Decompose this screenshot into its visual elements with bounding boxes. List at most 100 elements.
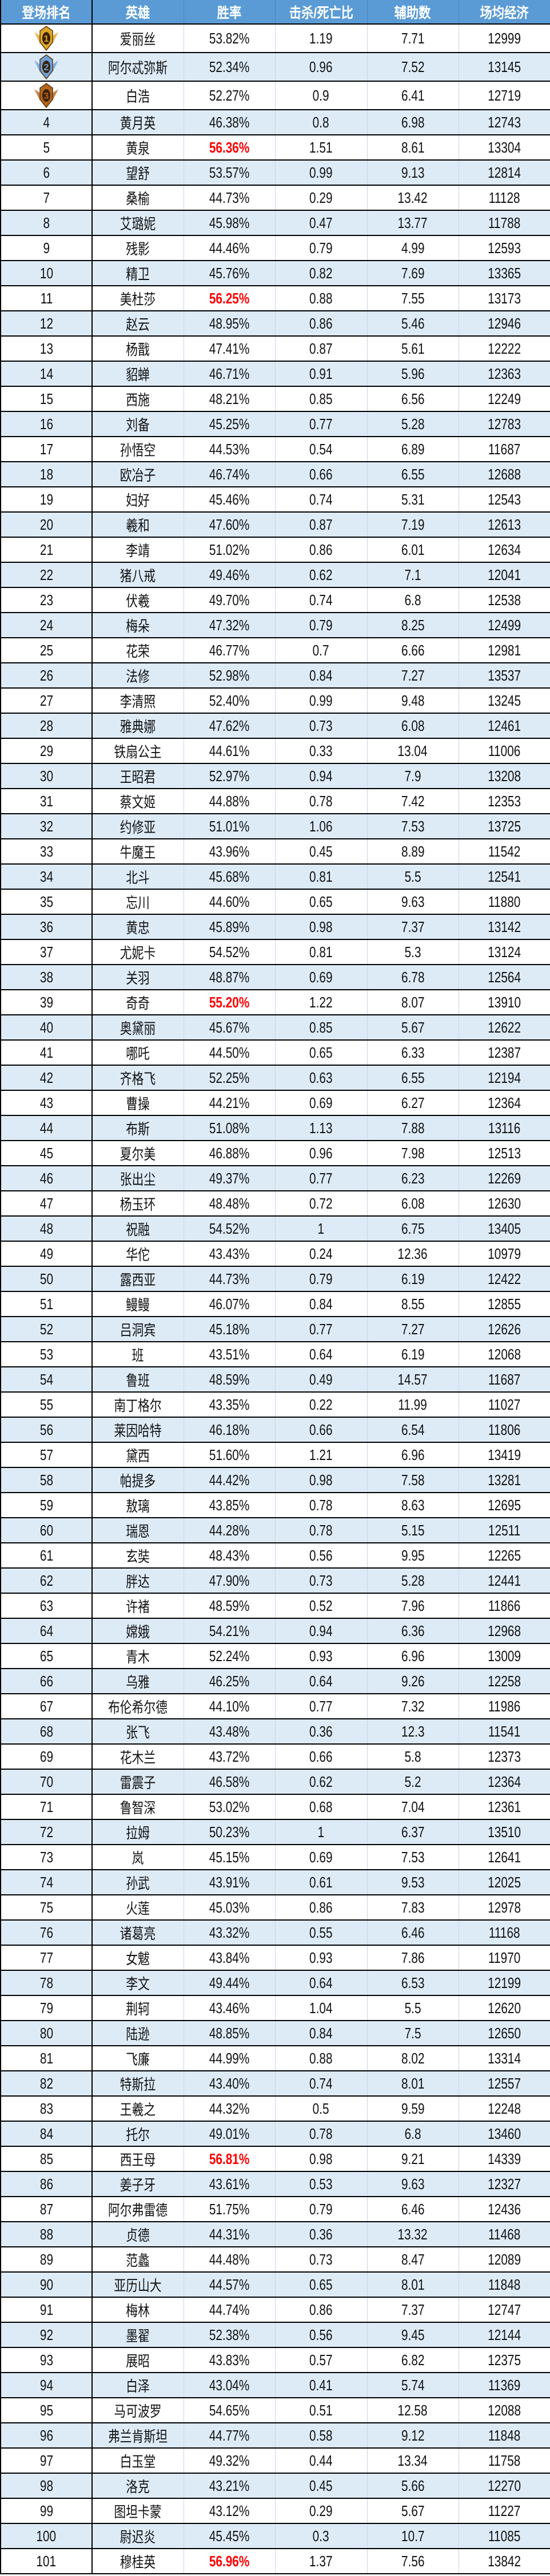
win-rate-cell: 51.75% — [184, 2197, 276, 2222]
kda-cell: 0.78 — [275, 1493, 368, 1518]
economy-text: 13009 — [488, 1647, 521, 1665]
rank-text: 14 — [39, 365, 53, 382]
economy-cell: 12557 — [459, 2071, 550, 2097]
economy-cell: 12622 — [459, 1015, 550, 1041]
table-row: 49 华佗 43.43% 0.24 12.36 10979 — [0, 1241, 550, 1267]
assists-cell: 7.86 — [367, 1945, 459, 1971]
assists-cell: 13.42 — [367, 185, 459, 211]
kda-cell: 0.51 — [275, 2398, 368, 2423]
hero-name-text: 孙悟空 — [120, 441, 156, 459]
hero-name-cell: 李清照 — [92, 688, 184, 714]
hero-name-text: 瑞恩 — [126, 1522, 150, 1540]
economy-text: 12999 — [488, 29, 521, 47]
win-rate-text: 43.48% — [209, 1722, 250, 1740]
kda-cell: 0.5 — [275, 2096, 368, 2122]
rank-text: 42 — [39, 1069, 53, 1086]
economy-text: 14339 — [488, 2150, 521, 2167]
win-rate-text: 47.41% — [209, 339, 250, 357]
economy-text: 12422 — [488, 1270, 521, 1287]
kda-text: 0.96 — [309, 1144, 333, 1162]
win-rate-text: 45.25% — [209, 415, 250, 433]
hero-name-cell: 貂蝉 — [92, 361, 184, 387]
table-row: 32 约修亚 51.01% 1.06 7.53 13725 — [0, 814, 550, 839]
kda-text: 0.84 — [309, 2024, 333, 2042]
win-rate-cell: 48.59% — [184, 1367, 276, 1393]
economy-cell: 12564 — [459, 965, 550, 990]
rank-text: 30 — [39, 767, 53, 785]
kda-cell: 0.79 — [275, 2197, 368, 2222]
hero-name-cell: 亚历山大 — [92, 2272, 184, 2298]
rank-cell: 63 — [0, 1593, 93, 1619]
win-rate-cell: 43.43% — [184, 1241, 276, 1267]
table-row: 22 猪八戒 49.46% 0.62 7.1 12041 — [0, 562, 550, 588]
hero-name-cell: 梅林 — [92, 2297, 184, 2323]
economy-cell: 11027 — [459, 1392, 550, 1418]
economy-cell: 12513 — [459, 1141, 550, 1166]
win-rate-text: 51.01% — [209, 817, 250, 835]
assists-text: 6.08 — [401, 717, 425, 734]
hero-name-cell: 贞德 — [92, 2222, 184, 2247]
win-rate-cell: 49.01% — [184, 2121, 276, 2147]
hero-name-text: 陆逊 — [126, 2025, 150, 2043]
win-rate-text: 45.46% — [209, 490, 250, 508]
hero-name-text: 西施 — [126, 391, 150, 409]
assists-cell: 13.04 — [367, 738, 459, 764]
kda-cell: 0.86 — [275, 1895, 368, 1921]
table-row: 92 墨翟 52.38% 0.56 9.45 12144 — [0, 2322, 550, 2348]
rank-text: 79 — [39, 1999, 53, 2017]
rank-cell: 70 — [0, 1769, 93, 1795]
kda-text: 0.36 — [309, 1722, 333, 1740]
economy-text: 13510 — [488, 1823, 521, 1841]
economy-text: 12265 — [488, 1546, 521, 1564]
rank-cell: 53 — [0, 1342, 93, 1367]
win-rate-text: 43.12% — [209, 2502, 250, 2519]
win-rate-cell: 45.46% — [184, 487, 276, 513]
win-rate-text: 47.90% — [209, 1571, 250, 1589]
kda-cell: 0.94 — [275, 763, 368, 789]
assists-text: 6.98 — [401, 113, 425, 131]
win-rate-cell: 44.28% — [184, 1518, 276, 1543]
win-rate-text: 43.84% — [209, 1949, 250, 1966]
rank-cell: 60 — [0, 1518, 93, 1543]
rank-text: 26 — [39, 666, 53, 684]
economy-cell: 12641 — [459, 1845, 550, 1870]
economy-text: 11866 — [488, 1597, 521, 1614]
table-row: 2 阿尔忒弥斯 52.34% 0.96 7.52 13145 — [0, 53, 550, 82]
kda-text: 1.37 — [309, 2552, 333, 2570]
kda-text: 0.29 — [309, 189, 333, 206]
economy-text: 13142 — [488, 918, 521, 935]
economy-text: 12249 — [488, 390, 521, 407]
assists-text: 4.99 — [401, 239, 425, 257]
rank-text: 72 — [39, 1823, 53, 1841]
rank-text: 50 — [39, 1270, 53, 1287]
kda-text: 0.77 — [309, 1320, 333, 1338]
rank-cell: 66 — [0, 1669, 93, 1694]
assists-cell: 7.04 — [367, 1794, 459, 1820]
hero-name-text: 花荣 — [126, 642, 150, 660]
kda-text: 0.87 — [309, 339, 333, 357]
kda-text: 0.78 — [309, 2125, 333, 2142]
rank-text: 91 — [39, 2301, 53, 2318]
hero-name-cell: 岚 — [92, 1845, 184, 1870]
win-rate-cell: 44.50% — [184, 1040, 276, 1066]
assists-cell: 6.46 — [367, 2197, 459, 2222]
kda-cell: 0.87 — [275, 512, 368, 538]
assists-cell: 13.32 — [367, 2222, 459, 2247]
assists-text: 7.42 — [401, 792, 425, 810]
kda-text: 0.86 — [309, 1898, 333, 1916]
table-row: 67 布伦希尔德 44.10% 0.77 7.32 11986 — [0, 1694, 550, 1719]
kda-text: 0.86 — [309, 2301, 333, 2318]
assists-text: 5.28 — [401, 415, 425, 433]
economy-cell: 13365 — [459, 261, 550, 286]
assists-cell: 9.53 — [367, 1870, 459, 1895]
hero-name-cell: 黛西 — [92, 1442, 184, 1468]
rank-cell: 38 — [0, 965, 93, 990]
kda-text: 0.98 — [309, 2150, 333, 2167]
rank-cell: 91 — [0, 2297, 93, 2323]
table-row: 10 精卫 45.76% 0.82 7.69 13365 — [0, 261, 550, 286]
win-rate-text: 45.89% — [209, 918, 250, 935]
economy-text: 13208 — [488, 767, 521, 785]
kda-cell: 0.69 — [275, 965, 368, 990]
kda-text: 0.45 — [309, 842, 333, 860]
hero-name-text: 王昭君 — [120, 768, 156, 786]
